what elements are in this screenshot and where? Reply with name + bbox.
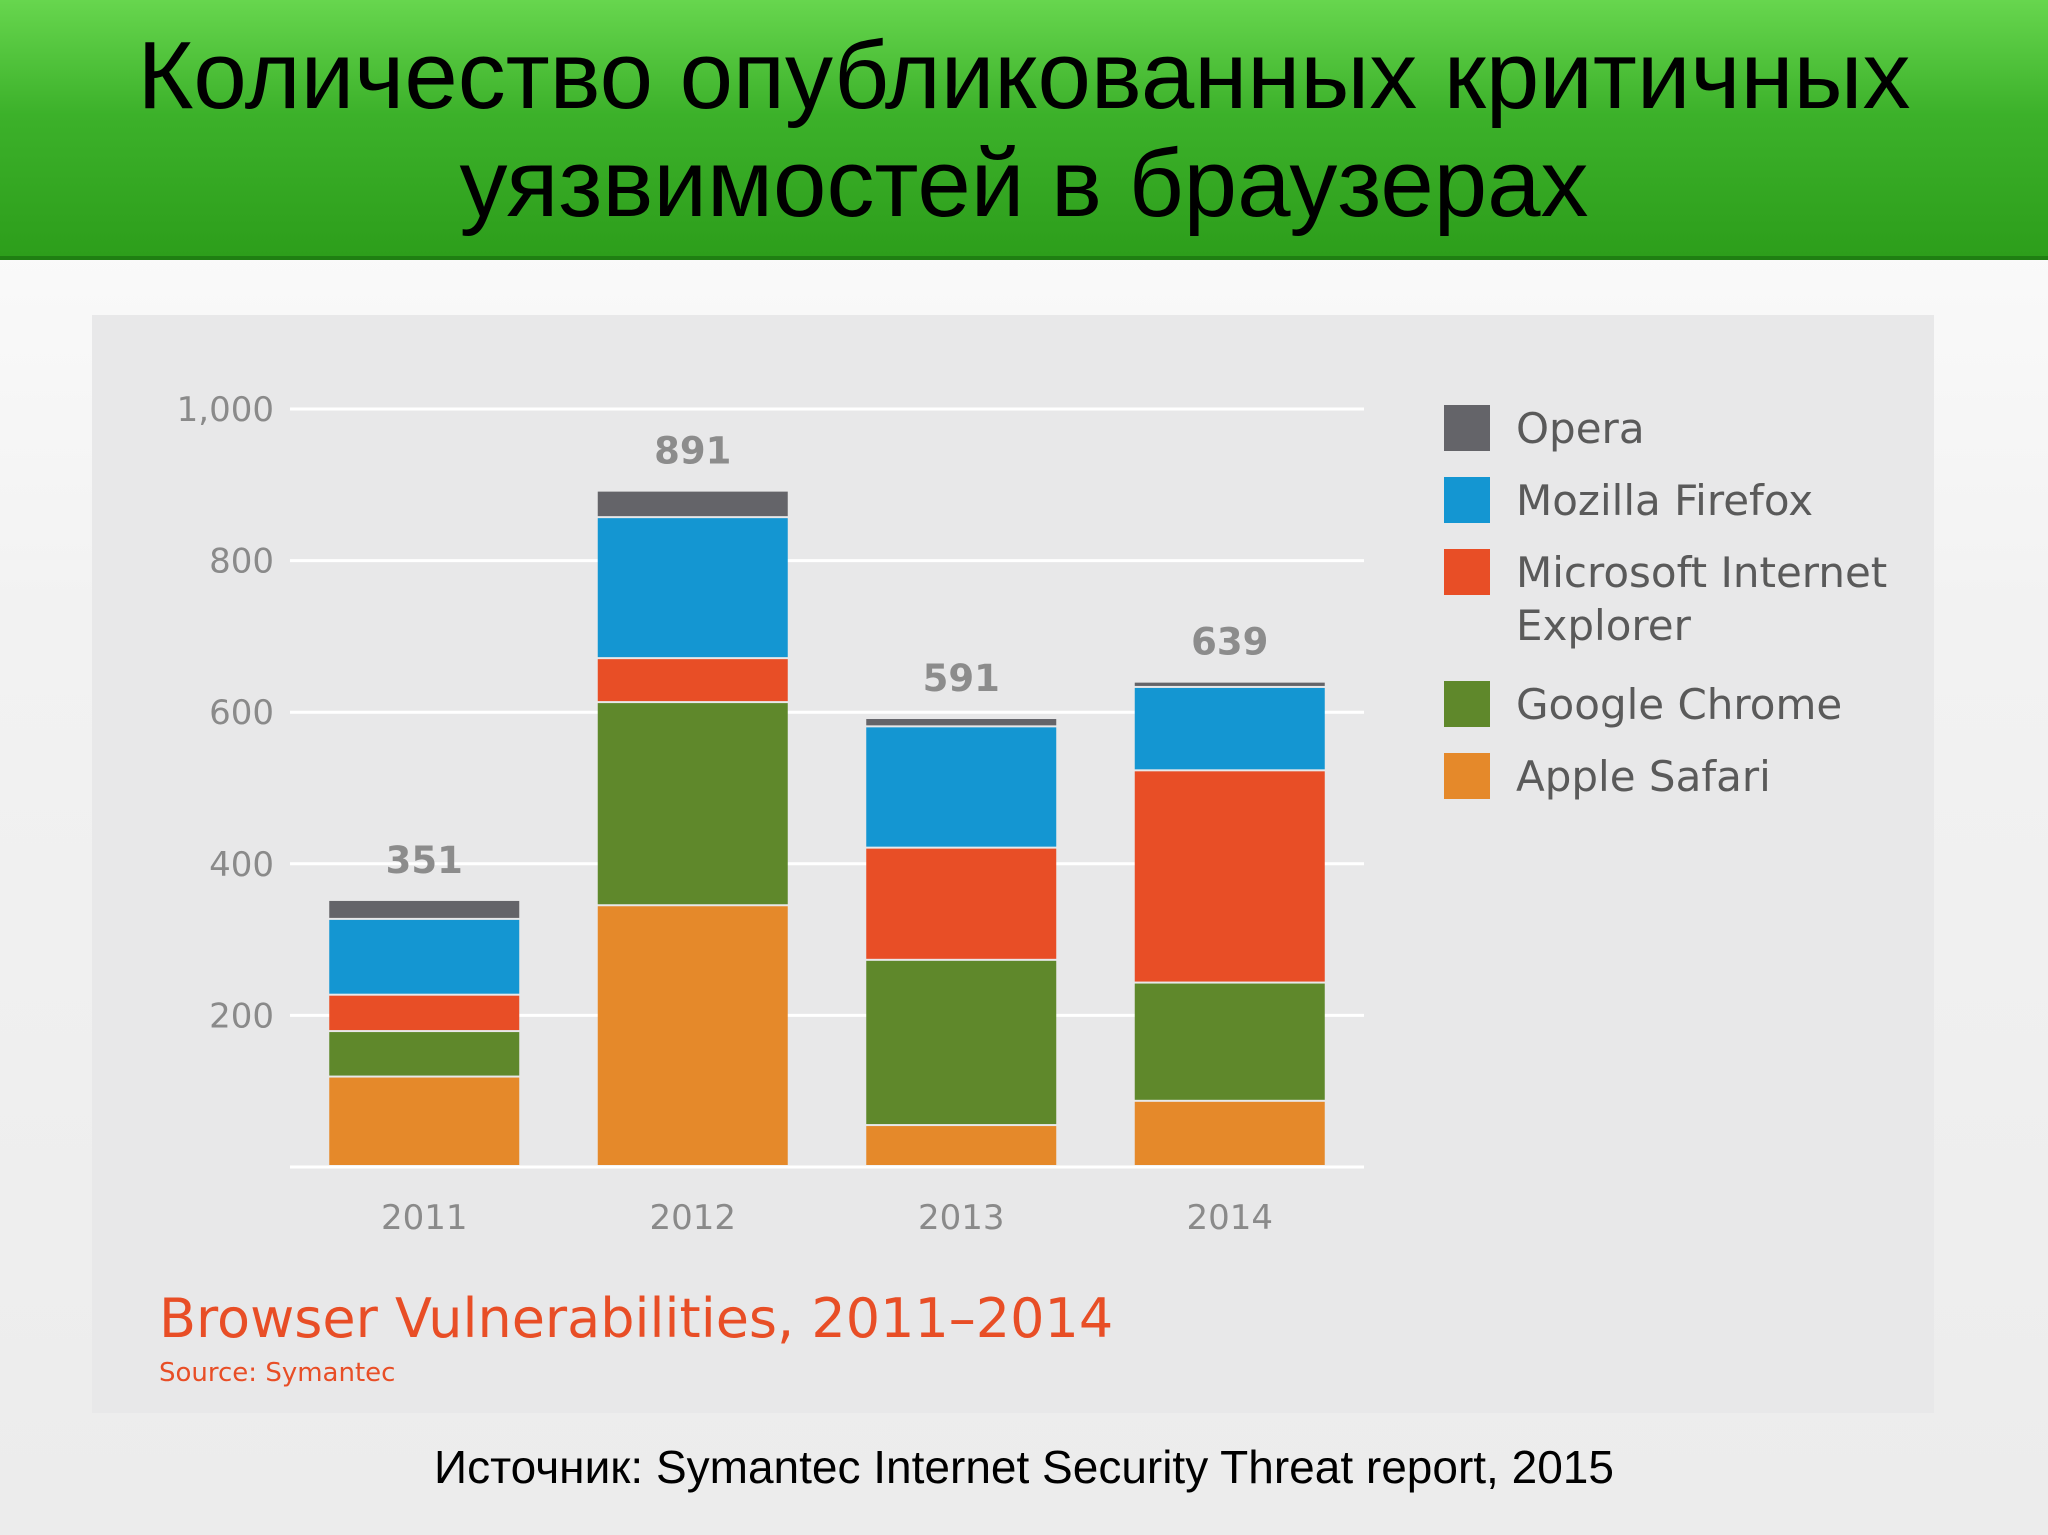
bars xyxy=(329,491,1325,1165)
bar-segment-mozilla-firefox xyxy=(866,727,1057,847)
bar-total-label: 591 xyxy=(923,657,1000,700)
slide-header: Количество опубликованных критичных уязв… xyxy=(0,0,2048,260)
slide-title-line-1: Количество опубликованных критичных xyxy=(137,22,1911,129)
bar-segment-google-chrome xyxy=(597,703,788,905)
bar-segment-microsoft-internet-explorer xyxy=(597,659,788,702)
bar-segment-opera xyxy=(1134,682,1325,686)
legend-label: Opera xyxy=(1516,404,1645,453)
bar-total-label: 351 xyxy=(386,839,463,882)
bar-segment-opera xyxy=(329,900,520,918)
x-tick-label: 2012 xyxy=(649,1198,736,1238)
legend-label: Microsoft Internet xyxy=(1516,548,1887,597)
stacked-bar-chart: 200 400 600 800 1,000 351 2011 891 2012 591 2013 63… xyxy=(159,390,1887,1388)
legend-label: Mozilla Firefox xyxy=(1516,476,1813,525)
bar-segment-mozilla-firefox xyxy=(597,518,788,658)
labels: 200 400 600 800 1,000 351 2011 891 2012 591 2013 63… xyxy=(177,390,1273,1238)
x-tick-label: 2014 xyxy=(1186,1198,1273,1238)
chart-source: Source: Symantec xyxy=(159,1358,395,1388)
bar-segment-apple-safari xyxy=(1134,1101,1325,1165)
bar-segment-mozilla-firefox xyxy=(1134,687,1325,770)
legend-swatch xyxy=(1444,549,1490,595)
bar-segment-microsoft-internet-explorer xyxy=(866,848,1057,959)
legend-swatch xyxy=(1444,405,1490,451)
y-tick-label: 400 xyxy=(209,845,274,885)
slide-source: Источник: Symantec Internet Security Thr… xyxy=(434,1441,1614,1493)
y-tick-label: 800 xyxy=(209,542,274,582)
y-tick-label: 1,000 xyxy=(177,390,274,430)
bar-segment-microsoft-internet-explorer xyxy=(329,995,520,1031)
bar-segment-opera xyxy=(597,491,788,517)
legend-swatch xyxy=(1444,681,1490,727)
bar-segment-google-chrome xyxy=(329,1032,520,1076)
y-tick-label: 200 xyxy=(209,996,274,1036)
bar-segment-apple-safari xyxy=(329,1077,520,1165)
bar-segment-apple-safari xyxy=(866,1126,1057,1165)
bar-segment-microsoft-internet-explorer xyxy=(1134,771,1325,982)
slide-title: Количество опубликованных критичных уязв… xyxy=(0,22,2048,238)
bar-segment-google-chrome xyxy=(866,960,1057,1125)
legend-label: Apple Safari xyxy=(1516,752,1771,801)
x-tick-label: 2011 xyxy=(381,1198,468,1238)
bar-segment-apple-safari xyxy=(597,906,788,1165)
bar-total-label: 639 xyxy=(1191,621,1268,664)
chart-panel: 200 400 600 800 1,000 351 2011 891 2012 591 2013 63… xyxy=(92,315,1934,1413)
bar-total-label: 891 xyxy=(654,430,731,473)
legend: Opera Mozilla Firefox Microsoft InternetEx… xyxy=(1444,404,1887,801)
legend-label: Google Chrome xyxy=(1516,680,1842,729)
bar-segment-opera xyxy=(866,719,1057,726)
y-tick-label: 600 xyxy=(209,693,274,733)
bar-segment-mozilla-firefox xyxy=(329,919,520,994)
bar-segment-google-chrome xyxy=(1134,983,1325,1100)
legend-label: Explorer xyxy=(1516,601,1692,650)
legend-swatch xyxy=(1444,753,1490,799)
slide-title-line-2: уязвимостей в браузерах xyxy=(459,130,1589,237)
chart-title: Browser Vulnerabilities, 2011–2014 xyxy=(159,1287,1113,1350)
legend-swatch xyxy=(1444,477,1490,523)
x-tick-label: 2013 xyxy=(918,1198,1005,1238)
